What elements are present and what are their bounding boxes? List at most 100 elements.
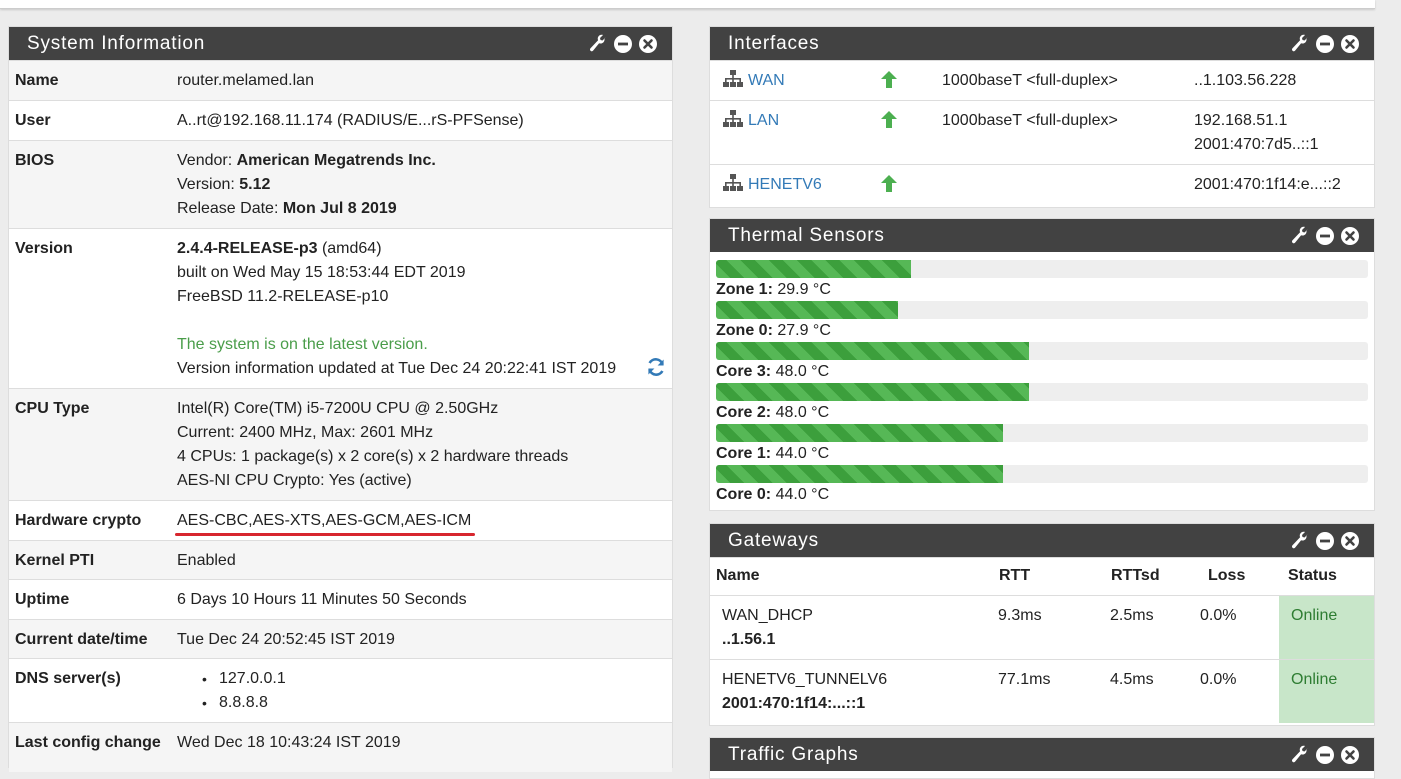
temperature-bar-fill <box>716 260 911 278</box>
interface-row-wan: WAN 1000baseT <full-duplex> ..1.103.56.2… <box>710 60 1374 100</box>
wrench-icon[interactable] <box>1290 34 1310 54</box>
temperature-bar <box>716 342 1368 360</box>
row-name: Name router.melamed.lan <box>9 60 672 100</box>
temperature-bar <box>716 260 1368 278</box>
interface-address-v6: 2001:470:7d5..::1 <box>1194 136 1319 153</box>
row-last-config-change: Last config change Wed Dec 18 10:43:24 I… <box>9 722 672 772</box>
close-icon[interactable] <box>1340 34 1360 54</box>
gateway-rttsd: 4.5ms <box>1110 671 1154 688</box>
version-built: built on Wed May 15 18:53:44 EDT 2019 <box>177 264 466 281</box>
user-value: A..rt@192.168.11.174 (RADIUS/E...rS-PFSe… <box>177 112 524 129</box>
column-header-rttsd: RTTsd <box>1111 567 1160 584</box>
panel-title: Interfaces <box>728 32 820 54</box>
gateways-table-header: Name RTT RTTsd Loss Status <box>710 557 1374 595</box>
thermal-sensor: Core 1: 44.0 °C <box>710 424 1374 465</box>
wrench-icon[interactable] <box>1290 226 1310 246</box>
panel-title: Gateways <box>728 529 819 551</box>
version-freebsd: FreeBSD 11.2-RELEASE-p10 <box>177 288 389 305</box>
network-icon <box>723 70 743 87</box>
temperature-bar <box>716 383 1368 401</box>
interface-address: 2001:470:1f14:e...::2 <box>1194 176 1341 193</box>
panel-title: Thermal Sensors <box>728 224 885 246</box>
interface-link-henetv6[interactable]: HENETV6 <box>748 176 822 193</box>
gateway-rttsd: 2.5ms <box>1110 607 1154 624</box>
close-icon[interactable] <box>1340 226 1360 246</box>
system-information-header: System Information <box>9 27 672 60</box>
wrench-icon[interactable] <box>1290 531 1310 551</box>
version-updated: Version information updated at Tue Dec 2… <box>177 360 617 377</box>
hostname-value: router.melamed.lan <box>177 72 314 89</box>
close-icon[interactable] <box>638 34 658 54</box>
row-hardware-crypto: Hardware crypto AES-CBC,AES-XTS,AES-GCM,… <box>9 500 672 540</box>
system-information-panel: System Information Name router.melamed.l… <box>8 26 673 772</box>
thermal-sensor: Zone 0: 27.9 °C <box>710 301 1374 342</box>
row-current-datetime: Current date/time Tue Dec 24 20:52:45 IS… <box>9 619 672 658</box>
interface-address: 192.168.51.1 <box>1194 112 1288 129</box>
gateway-name: WAN_DHCP <box>722 607 813 624</box>
gateway-row: HENETV6_TUNNELV6 2001:470:1f14:...::1 77… <box>710 659 1374 723</box>
thermal-sensors-header: Thermal Sensors <box>710 219 1374 252</box>
temperature-bar <box>716 465 1368 483</box>
last-config-change-value: Wed Dec 18 10:43:24 IST 2019 <box>177 734 401 751</box>
dns-server-list: 127.0.0.1 8.8.8.8 <box>171 667 286 715</box>
thermal-sensor: Zone 1: 29.9 °C <box>710 260 1374 301</box>
interfaces-header: Interfaces <box>710 27 1374 60</box>
gateway-status-badge: Online <box>1279 660 1374 723</box>
thermal-sensor: Core 0: 44.0 °C <box>710 465 1374 506</box>
cpu-frequency: Current: 2400 MHz, Max: 2601 MHz <box>177 424 434 441</box>
temperature-bar-fill <box>716 301 898 319</box>
status-up-arrow-icon <box>881 175 897 192</box>
close-icon[interactable] <box>1340 531 1360 551</box>
interface-link-wan[interactable]: WAN <box>748 72 785 89</box>
column-header-rtt: RTT <box>999 567 1031 584</box>
gateway-status-badge: Online <box>1279 596 1374 659</box>
gateway-rtt: 9.3ms <box>998 607 1042 624</box>
gateway-name: HENETV6_TUNNELV6 <box>722 671 888 688</box>
minimize-icon[interactable] <box>613 34 633 54</box>
minimize-icon[interactable] <box>1315 226 1335 246</box>
network-icon <box>723 174 743 191</box>
row-user: User A..rt@192.168.11.174 (RADIUS/E...rS… <box>9 100 672 140</box>
interfaces-panel: Interfaces WAN 1000baseT <full-duplex> .… <box>709 26 1375 208</box>
refresh-icon[interactable] <box>645 356 667 378</box>
red-underline-annotation <box>175 533 475 536</box>
row-dns-servers: DNS server(s) 127.0.0.1 8.8.8.8 <box>9 658 672 722</box>
status-up-arrow-icon <box>881 71 897 88</box>
thermal-sensor: Core 2: 48.0 °C <box>710 383 1374 424</box>
row-uptime: Uptime 6 Days 10 Hours 11 Minutes 50 Sec… <box>9 579 672 619</box>
network-icon <box>723 110 743 127</box>
current-datetime-value: Tue Dec 24 20:52:45 IST 2019 <box>177 631 395 648</box>
interface-row-henetv6: HENETV6 2001:470:1f14:e...::2 <box>710 164 1374 206</box>
interface-media: 1000baseT <full-duplex> <box>942 112 1118 129</box>
panel-title: System Information <box>27 32 206 54</box>
bios-version: Version: 5.12 <box>177 176 271 193</box>
temperature-bar-fill <box>716 383 1029 401</box>
version-status: The system is on the latest version. <box>177 336 428 353</box>
cpu-count: 4 CPUs: 1 package(s) x 2 core(s) x 2 har… <box>177 448 569 465</box>
interface-row-lan: LAN 1000baseT <full-duplex> 192.168.51.1… <box>710 100 1374 164</box>
dns-server-item: 127.0.0.1 <box>171 667 286 691</box>
minimize-icon[interactable] <box>1315 531 1335 551</box>
temperature-bar <box>716 424 1368 442</box>
gateways-header: Gateways <box>710 524 1374 557</box>
minimize-icon[interactable] <box>1315 34 1335 54</box>
interface-media: 1000baseT <full-duplex> <box>942 72 1118 89</box>
interface-media <box>942 165 1194 206</box>
kernel-pti-value: Enabled <box>177 552 236 569</box>
gateway-address: ..1.56.1 <box>722 631 776 648</box>
version-release: 2.4.4-RELEASE-p3 (amd64) <box>177 240 382 257</box>
temperature-bar <box>716 301 1368 319</box>
bios-release-date: Release Date: Mon Jul 8 2019 <box>177 200 397 217</box>
thermal-sensor-list: Zone 1: 29.9 °C Zone 0: 27.9 °C Core 3: … <box>710 252 1374 506</box>
column-header-status: Status <box>1288 567 1337 584</box>
wrench-icon[interactable] <box>588 34 608 54</box>
dns-server-item: 8.8.8.8 <box>171 691 286 715</box>
interface-link-lan[interactable]: LAN <box>748 112 780 129</box>
temperature-bar-fill <box>716 465 1003 483</box>
thermal-sensor: Core 3: 48.0 °C <box>710 342 1374 383</box>
row-bios: BIOS Vendor: American Megatrends Inc. Ve… <box>9 140 672 228</box>
row-kernel-pti: Kernel PTI Enabled <box>9 540 672 579</box>
gateway-row: WAN_DHCP ..1.56.1 9.3ms 2.5ms 0.0% Onlin… <box>710 595 1374 659</box>
bios-vendor: Vendor: American Megatrends Inc. <box>177 152 436 169</box>
gateways-panel: Gateways Name RTT RTTsd Loss Status WAN_… <box>709 523 1375 726</box>
